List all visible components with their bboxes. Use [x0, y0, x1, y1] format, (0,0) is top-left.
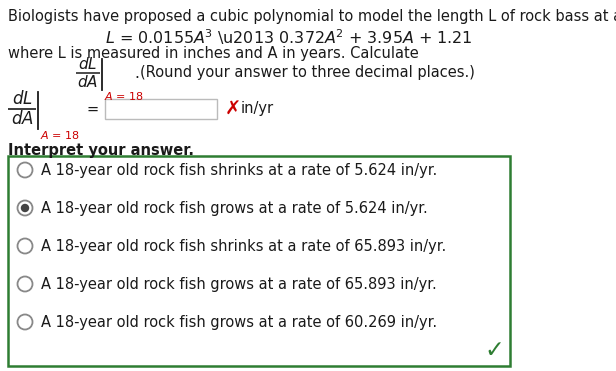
Text: Biologists have proposed a cubic polynomial to model the length L of rock bass a: Biologists have proposed a cubic polynom… [8, 9, 616, 24]
Text: A 18-year old rock fish shrinks at a rate of 65.893 in/yr.: A 18-year old rock fish shrinks at a rat… [41, 239, 446, 253]
Text: where L is measured in inches and A in years. Calculate: where L is measured in inches and A in y… [8, 46, 419, 61]
Text: $\it{dL}$: $\it{dL}$ [78, 56, 97, 72]
FancyBboxPatch shape [105, 99, 217, 119]
Text: A 18-year old rock fish shrinks at a rate of 5.624 in/yr.: A 18-year old rock fish shrinks at a rat… [41, 162, 437, 177]
Text: $\it{L}$ = 0.0155$\it{A}$$^3$ \u2013 0.372$\it{A}$$^2$ + 3.95$\it{A}$ + 1.21: $\it{L}$ = 0.0155$\it{A}$$^3$ \u2013 0.3… [105, 27, 472, 47]
Text: $\it{dA}$: $\it{dA}$ [10, 110, 33, 128]
Text: =: = [87, 102, 99, 116]
Text: $\it{A}$ = 18: $\it{A}$ = 18 [40, 129, 80, 141]
Text: (Round your answer to three decimal places.): (Round your answer to three decimal plac… [140, 66, 475, 81]
Text: $\it{dA}$: $\it{dA}$ [78, 74, 99, 90]
Text: ✗: ✗ [225, 99, 241, 118]
Text: $\it{dL}$: $\it{dL}$ [12, 90, 33, 108]
Text: in/yr: in/yr [241, 102, 274, 116]
Text: A 18-year old rock fish grows at a rate of 65.893 in/yr.: A 18-year old rock fish grows at a rate … [41, 276, 437, 292]
Text: Interpret your answer.: Interpret your answer. [8, 143, 194, 158]
Text: A 18-year old rock fish grows at a rate of 5.624 in/yr.: A 18-year old rock fish grows at a rate … [41, 200, 428, 216]
Text: $\it{A}$ = 18: $\it{A}$ = 18 [104, 90, 144, 102]
Text: .: . [134, 66, 139, 81]
Text: A 18-year old rock fish grows at a rate of 60.269 in/yr.: A 18-year old rock fish grows at a rate … [41, 315, 437, 329]
FancyBboxPatch shape [8, 156, 510, 366]
Text: ✓: ✓ [484, 338, 504, 362]
Circle shape [22, 204, 28, 211]
